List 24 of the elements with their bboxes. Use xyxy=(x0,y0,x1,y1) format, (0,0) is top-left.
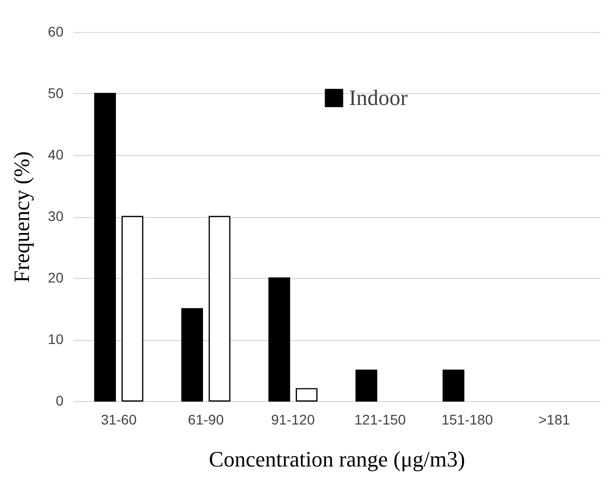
x-axis-title: Concentration range (μg/m3) xyxy=(208,446,466,472)
y-tick-label: 40 xyxy=(48,146,64,162)
bar xyxy=(268,277,290,402)
bar xyxy=(122,216,144,402)
bar xyxy=(94,92,116,402)
x-tick-label: 61-90 xyxy=(188,412,224,428)
bar xyxy=(442,370,464,402)
x-tick-label: >181 xyxy=(538,412,570,428)
x-tick-label: 91-120 xyxy=(271,412,315,428)
y-tick-label: 60 xyxy=(48,24,64,40)
legend-label: Indoor xyxy=(349,85,408,110)
bar xyxy=(356,370,378,402)
x-tick-label: 31-60 xyxy=(100,412,137,428)
y-tick-label: 10 xyxy=(48,331,64,347)
y-tick-label: 0 xyxy=(56,392,64,408)
x-tick-label: 121-150 xyxy=(354,412,406,428)
bar xyxy=(208,216,230,402)
y-tick-label: 30 xyxy=(48,208,64,224)
bar xyxy=(181,308,204,402)
y-tick-label: 50 xyxy=(48,85,64,101)
y-axis-title: Frequency (%) xyxy=(8,151,34,283)
x-tick-label: 151-180 xyxy=(441,412,494,428)
bar xyxy=(296,388,318,402)
y-tick-label: 20 xyxy=(48,270,64,286)
